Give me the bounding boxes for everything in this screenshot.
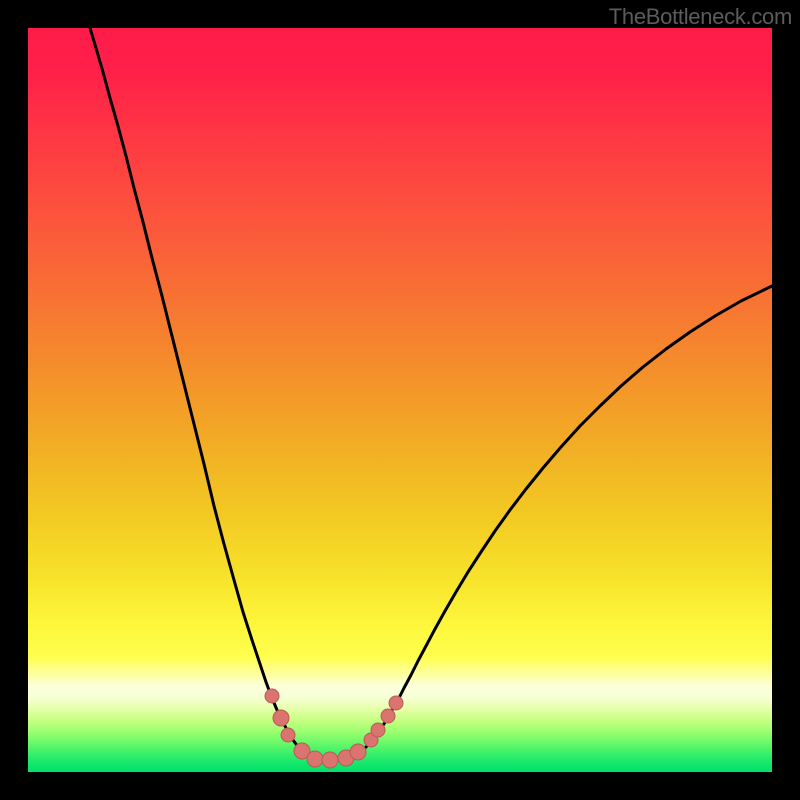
marker-point [273,710,289,726]
marker-point [281,728,295,742]
marker-point [371,723,385,737]
marker-point [265,689,279,703]
marker-point [307,751,323,767]
marker-series [28,28,772,772]
marker-point [350,744,366,760]
marker-point [381,709,395,723]
marker-point [322,752,338,768]
plot-area [28,28,772,772]
watermark-text: TheBottleneck.com [609,4,792,30]
marker-point [389,696,403,710]
